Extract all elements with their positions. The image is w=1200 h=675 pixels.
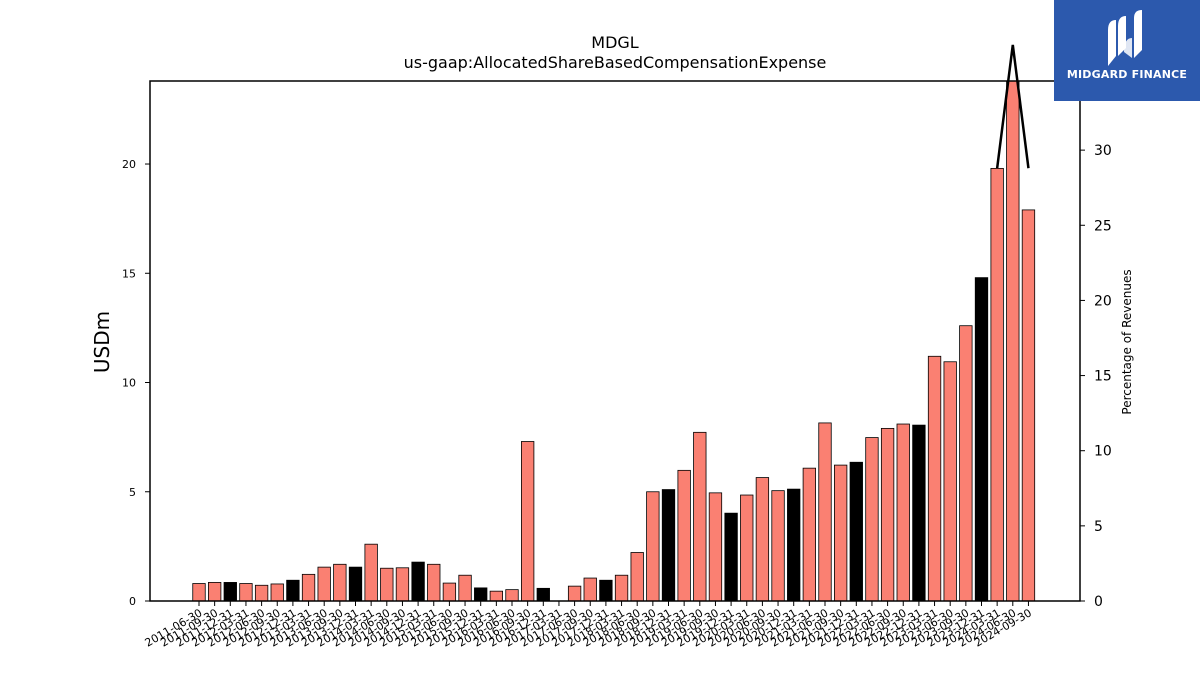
y2-tick-label: 10 <box>1094 444 1112 460</box>
bar <box>521 441 535 602</box>
y-tick-label: 5 <box>129 486 136 499</box>
bar <box>896 423 910 602</box>
bar <box>880 427 895 602</box>
bar <box>849 461 863 602</box>
bar <box>927 355 942 602</box>
bar <box>630 552 644 602</box>
y2-tick-label: 25 <box>1094 218 1112 234</box>
bar <box>427 563 441 602</box>
bar <box>677 469 691 602</box>
revenue-pct-line <box>995 44 1030 169</box>
bar <box>834 464 848 602</box>
midgard-finance-logo: MIDGARD FINANCE <box>1054 0 1200 101</box>
bar <box>411 561 425 602</box>
bar <box>661 489 676 602</box>
y-tick-label: 0 <box>129 595 136 608</box>
chart-title: MDGL <box>591 33 639 52</box>
bar <box>333 563 347 602</box>
bar <box>802 467 816 602</box>
bar <box>1021 209 1036 602</box>
revenue-pct-line-group <box>995 44 1030 169</box>
bar <box>442 582 457 602</box>
bar <box>536 587 550 602</box>
bar <box>207 582 222 602</box>
y2-tick-label: 30 <box>1094 143 1112 159</box>
y-tick-label: 20 <box>122 158 136 171</box>
y2-axis-label: Percentage of Revenues <box>1120 269 1134 414</box>
bar <box>724 512 738 602</box>
y2-tick-label: 20 <box>1094 293 1112 309</box>
bar <box>818 422 832 602</box>
plot-frame <box>149 80 1081 602</box>
bar <box>599 579 613 602</box>
bar <box>943 361 957 602</box>
bar <box>474 587 488 602</box>
x-axis: 2011-06-302011-09-302011-12-312012-03-31… <box>143 601 1034 650</box>
y2-tick-label: 0 <box>1094 594 1103 610</box>
bar <box>771 490 785 602</box>
bar <box>646 491 660 602</box>
bar <box>614 574 629 602</box>
bar <box>974 277 989 602</box>
bar <box>865 437 879 602</box>
bar <box>286 579 300 602</box>
bar <box>348 566 363 602</box>
y2-tick-label: 15 <box>1094 369 1112 385</box>
y-tick-label: 10 <box>122 377 136 390</box>
bar <box>192 583 206 602</box>
bar <box>254 584 269 602</box>
bar <box>317 566 331 602</box>
bar <box>787 488 801 602</box>
bar <box>959 325 973 602</box>
bar <box>239 583 253 602</box>
bar <box>380 567 394 602</box>
bar <box>270 583 284 602</box>
y-axis-left: 0 5 10 15 20 <box>122 158 150 608</box>
y-axis-right: 0 5 10 15 20 25 30 <box>1080 143 1112 610</box>
bar <box>1006 80 1020 602</box>
y-axis-label: USDm <box>90 311 114 373</box>
y2-tick-label: 5 <box>1094 519 1103 535</box>
bar <box>223 582 237 602</box>
bar <box>458 574 472 602</box>
bar <box>912 424 926 602</box>
bar <box>505 589 519 602</box>
chart-subtitle: us-gaap:AllocatedShareBasedCompensationE… <box>404 53 827 72</box>
bar <box>567 585 582 602</box>
bar <box>740 494 754 602</box>
bar <box>708 492 723 602</box>
bar <box>583 577 597 602</box>
bar <box>755 477 770 602</box>
y-tick-label: 15 <box>122 267 136 280</box>
logo-text: MIDGARD FINANCE <box>1066 68 1188 81</box>
bar <box>693 431 707 602</box>
bar <box>364 543 378 602</box>
bar <box>990 167 1004 602</box>
logo-mark-icon <box>1108 10 1142 66</box>
bar <box>395 567 410 602</box>
bars-group <box>192 80 1036 602</box>
bar <box>489 590 504 602</box>
bar <box>301 573 316 602</box>
